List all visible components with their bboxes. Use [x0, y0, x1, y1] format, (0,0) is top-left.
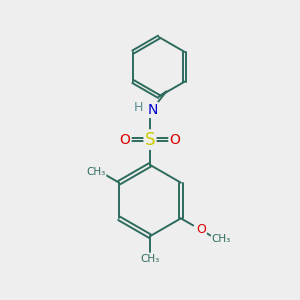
Text: O: O: [196, 224, 206, 236]
Text: O: O: [120, 133, 130, 147]
Text: S: S: [145, 130, 155, 148]
Text: O: O: [169, 133, 180, 147]
Text: CH₃: CH₃: [86, 167, 106, 177]
Text: N: N: [147, 103, 158, 117]
Text: H: H: [134, 101, 143, 114]
Text: CH₃: CH₃: [140, 254, 160, 264]
Text: CH₃: CH₃: [212, 234, 231, 244]
